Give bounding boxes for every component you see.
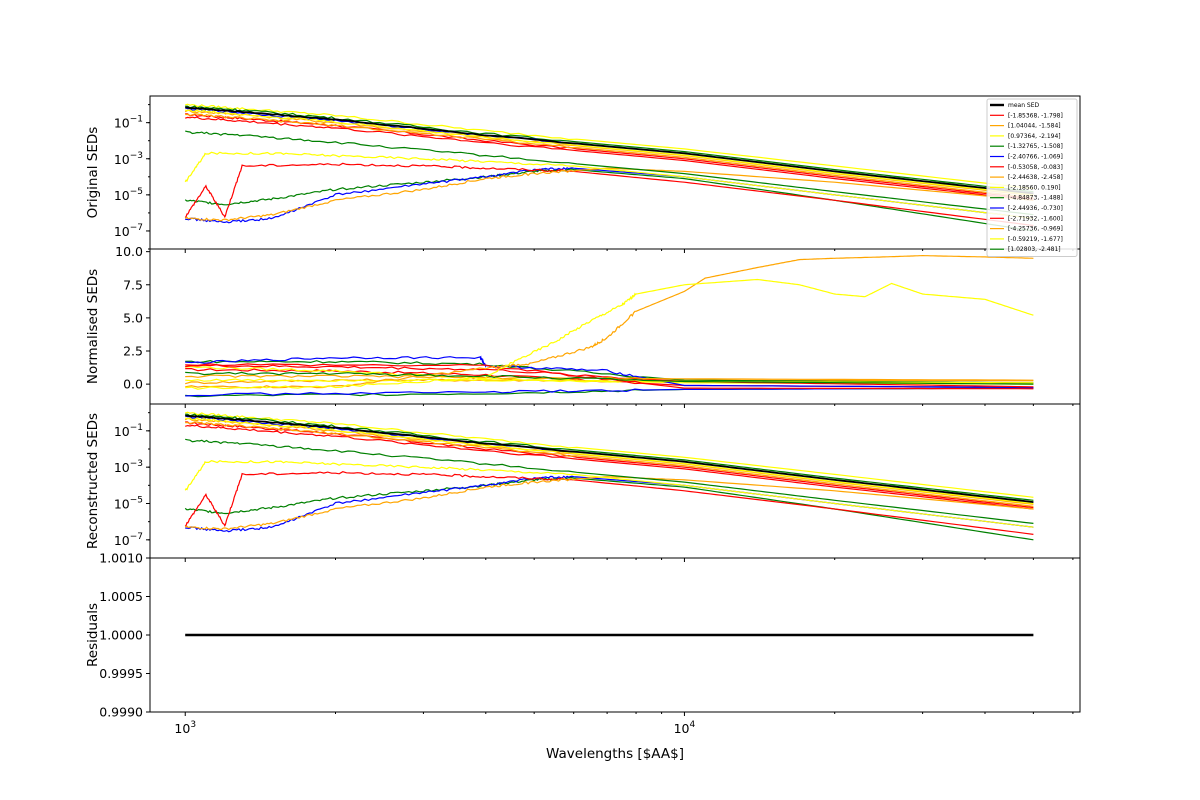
series-line xyxy=(185,103,1034,190)
legend-label: [1.04044, -1.584] xyxy=(1008,123,1061,130)
series-line xyxy=(184,151,1034,219)
tick-label: 1.0000 xyxy=(99,628,143,643)
tick-label: 10−5 xyxy=(114,187,143,203)
series-line xyxy=(185,105,1034,193)
tick-label: 1.0005 xyxy=(99,589,143,604)
series-line xyxy=(184,459,1034,528)
series-line xyxy=(184,476,1034,531)
series-line xyxy=(184,167,1034,222)
series-line xyxy=(185,421,1034,509)
legend-label: [-0.53058, -0.083] xyxy=(1008,164,1063,171)
series-line xyxy=(184,162,1034,227)
tick-label: 10−7 xyxy=(114,532,143,548)
series-line xyxy=(185,438,1034,524)
series-line xyxy=(185,413,1034,501)
tick-label: 10−5 xyxy=(114,496,143,512)
mean-sed-line xyxy=(185,414,1034,503)
legend-label: [-2.44936, -0.730] xyxy=(1008,205,1063,212)
panel-reconstructed: 10−1 10−3 10−5 10−7 Reconstructed SEDs xyxy=(85,403,1081,562)
panel-original: 10−1 10−3 10−5 10−7 Original SEDs xyxy=(85,95,1081,253)
y-axis-title: Normalised SEDs xyxy=(85,269,101,384)
y-axis-title: Original SEDs xyxy=(85,127,101,219)
tick-label: 2.5 xyxy=(123,344,143,359)
legend-box xyxy=(986,98,1078,257)
series-line xyxy=(185,424,1034,510)
legend: mean SED [-1.85368, -1.798] [1.04044, -1.5… xyxy=(986,98,1078,257)
panel-lines xyxy=(184,411,1034,541)
legend-label: [-2.71932, -1.600] xyxy=(1008,215,1063,222)
tick-label: 104 xyxy=(674,720,696,736)
panels: 10−1 10−3 10−5 10−7 Original SEDs 10.0 7.5 5.0 2… xyxy=(85,95,1081,720)
series-line xyxy=(185,387,1034,397)
legend-label: [-4.25736, -0.969] xyxy=(1008,226,1063,233)
x-axis: 103 104 xyxy=(174,720,695,736)
series-line xyxy=(185,278,1034,390)
panel-residuals: 1.0010 1.0005 1.0000 0.9995 0.9990 Residuals xyxy=(85,551,1081,720)
tick-label: 0.9990 xyxy=(99,705,143,720)
legend-label: [-2.18560, 0.190] xyxy=(1008,184,1061,191)
legend-label: [-1.32765, -1.508] xyxy=(1008,143,1063,150)
tick-label: 10.0 xyxy=(115,244,143,259)
mean-sed-line xyxy=(185,106,1034,195)
tick-label: 10−3 xyxy=(114,459,143,475)
tick-label: 103 xyxy=(174,720,196,736)
series-line xyxy=(185,411,1034,498)
legend-label: [-0.59219, -1.677] xyxy=(1008,236,1063,243)
panel-lines xyxy=(185,254,1034,398)
panel-normalised: 10.0 7.5 5.0 2.5 0.0 Normalised SEDs xyxy=(85,244,1081,408)
legend-label: [-1.85368, -1.798] xyxy=(1008,112,1063,119)
series-line xyxy=(185,109,1034,196)
panel-lines xyxy=(184,103,1034,232)
series-line xyxy=(185,475,1034,533)
y-axis-title: Residuals xyxy=(85,603,101,667)
tick-label: 7.5 xyxy=(123,277,143,292)
legend-label: [-2.40766, -1.069] xyxy=(1008,154,1063,161)
tick-label: 1.0010 xyxy=(99,551,143,566)
tick-label: 10−7 xyxy=(114,223,143,239)
legend-label: [0.97364, -2.194] xyxy=(1008,133,1061,140)
series-line xyxy=(185,371,1034,385)
legend-label: [-2.44638, -2.458] xyxy=(1008,174,1063,181)
tick-label: 10−3 xyxy=(114,151,143,167)
series-line xyxy=(185,130,1034,216)
series-line xyxy=(185,421,1034,507)
x-axis-title: Wavelengths [$AA$] xyxy=(546,746,684,762)
legend-label: [1.02803, -2.481] xyxy=(1008,246,1061,253)
series-line xyxy=(184,471,1034,535)
series-line xyxy=(185,166,1034,224)
tick-label: 10−1 xyxy=(114,115,143,131)
legend-label: mean SED xyxy=(1008,102,1040,109)
y-axis-title: Reconstructed SEDs xyxy=(85,413,101,549)
tick-label: 10−1 xyxy=(114,423,143,439)
legend-label: [-4.84873, -1.488] xyxy=(1008,195,1063,202)
tick-label: 0.0 xyxy=(123,377,143,392)
tick-label: 5.0 xyxy=(123,310,143,325)
tick-label: 0.9995 xyxy=(99,666,143,681)
series-line xyxy=(185,116,1034,201)
series-line xyxy=(185,417,1034,505)
series-line xyxy=(185,113,1034,199)
series-line xyxy=(185,254,1034,389)
series-line xyxy=(185,113,1034,200)
